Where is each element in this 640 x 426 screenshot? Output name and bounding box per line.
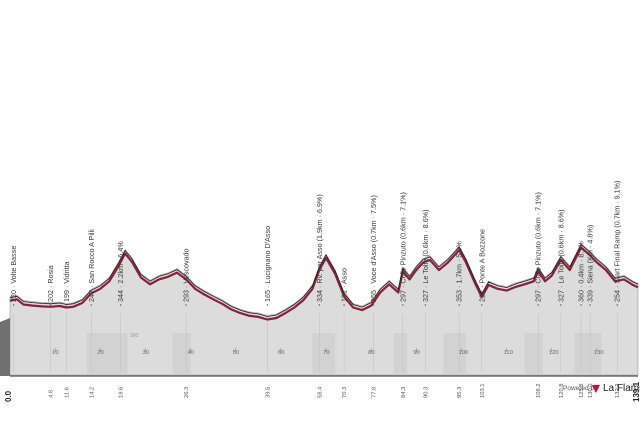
waypoint-label-13: 227 · Ponte A Bozzone — [477, 229, 486, 302]
waypoint-distance-15: 120.8 — [559, 383, 565, 398]
climb-shade-5 — [524, 333, 543, 375]
waypoint-label-15: 327 · Le Tolfe (0.6km · 8.6%) — [556, 209, 565, 302]
waypoint-distance-5: 26.3 — [184, 387, 190, 398]
waypoint-label-7: 334 · Rv. per Asso (1.9km · 6.9%) — [315, 194, 324, 302]
x-tick-label-3: 40 — [188, 350, 194, 356]
waypoint-tick-18 — [616, 304, 618, 306]
waypoint-tick-10 — [402, 304, 404, 306]
x-axis: 10 20 30 40 50 60 70 80 90 100 110 120 130 — [10, 348, 638, 377]
waypoint-tick-9 — [372, 304, 375, 306]
waypoint-tick-0 — [12, 304, 15, 306]
waypoint-distance-14: 108.2 — [536, 383, 542, 398]
inner-altitude-label: 300 — [130, 333, 139, 339]
climb-shade-2 — [312, 333, 336, 375]
waypoint-tick-15 — [560, 304, 562, 306]
waypoint-label-12: 353 · 1.7km · 5.9% — [455, 241, 464, 302]
waypoint-tick-2 — [65, 304, 68, 306]
waypoint-label-14: 297 · Colle Pinzuto (0.6km · 7.1%) — [534, 192, 543, 302]
waypoint-tick-16 — [580, 304, 582, 306]
x-tick-label-6: 70 — [323, 350, 329, 356]
end-km-label: 139.1 — [632, 381, 640, 402]
waypoint-labels: 220 · Volte Basse 202 · Rosia 4.8 199 · Vid… — [9, 181, 622, 398]
waypoint-label-4: 344 · 2.2km · 6.4% — [116, 241, 125, 302]
la-flamme-logo-icon — [592, 385, 600, 393]
waypoint-tick-6 — [266, 304, 269, 306]
waypoint-tick-17 — [589, 304, 591, 306]
waypoint-label-11: 327 · Le Tolfe (0.6km · 8.6%) — [421, 209, 430, 302]
waypoint-distance-17: 130.0 — [588, 383, 594, 398]
waypoint-distance-10: 84.3 — [401, 387, 407, 398]
x-tick-label-4: 50 — [233, 350, 239, 356]
climb-shade-0 — [86, 333, 128, 375]
waypoint-label-6: 165 · Lucignano D'Asso — [263, 226, 272, 302]
x-tick-label-0: 10 — [52, 350, 58, 356]
route-line — [9, 246, 639, 321]
x-tick-label-8: 90 — [413, 350, 419, 356]
climb-shade-4 — [443, 333, 466, 375]
waypoint-tick-11 — [424, 304, 427, 306]
waypoint-distance-18: 132.2 — [615, 383, 621, 398]
waypoint-distance-1: 4.8 — [49, 390, 55, 398]
waypoint-tick-5 — [185, 304, 187, 306]
waypoint-label-17: 339 · Siena (Km · 4.8%) — [586, 225, 595, 302]
start-cliff — [0, 318, 10, 376]
waypoint-tick-3 — [90, 304, 92, 306]
x-tick-label-9: 100 — [458, 350, 468, 356]
route-upper-edge — [9, 243, 639, 317]
waypoint-tick-8 — [343, 304, 345, 306]
waypoint-tick-12 — [458, 304, 460, 306]
waypoint-label-8: 191 · Asso — [340, 268, 349, 302]
x-tick-label-1: 20 — [97, 350, 103, 356]
x-tick-label-7: 80 — [368, 350, 374, 356]
x-tick-label-10: 110 — [504, 350, 513, 356]
waypoint-distance-13: 103.1 — [480, 383, 486, 398]
waypoint-tick-14 — [537, 304, 539, 306]
waypoint-drop-lines — [13, 313, 618, 372]
waypoint-label-1: 202 · Rosia — [46, 265, 55, 302]
waypoint-distance-12: 95.3 — [457, 387, 463, 398]
x-tick-label-12: 130 — [594, 350, 604, 356]
x-tick-label-11: 120 — [549, 350, 559, 356]
waypoint-label-3: 247 · San Rocco A Pilli — [87, 229, 96, 302]
waypoint-distance-6: 39.5 — [265, 387, 271, 398]
waypoint-label-2: 199 · Vidritta — [62, 261, 71, 302]
waypoint-distance-7: 58.4 — [317, 386, 323, 398]
waypoint-label-9: 255 · Voce d'Asso (0.7km · 7.5%) — [369, 195, 378, 302]
waypoint-label-18: 254 · Start Final Ramp (0.7km · 9.1%) — [613, 181, 622, 302]
waypoint-distance-3: 14.2 — [89, 387, 95, 398]
start-km-label: 0.0 — [4, 390, 13, 402]
waypoint-distance-4: 19.6 — [119, 387, 125, 398]
waypoint-label-0: 220 · Volte Basse — [9, 246, 18, 302]
waypoint-distance-8: 70.3 — [342, 387, 348, 398]
waypoint-tick-1 — [49, 304, 52, 306]
climb-shade-6 — [574, 333, 602, 375]
waypoint-label-10: 297 · Colle Pinzuto (0.6km · 7.1%) — [398, 192, 407, 302]
waypoint-distance-16: 125.8 — [579, 383, 585, 398]
x-tick-label-5: 60 — [278, 350, 284, 356]
route-layer — [9, 243, 639, 321]
waypoint-distance-2: 11.6 — [64, 387, 70, 398]
powered-by-logo: Powered by La Flamme — [563, 383, 640, 394]
climb-shade-3 — [393, 333, 408, 375]
waypoint-label-5: 293 · Vescovado — [182, 248, 191, 302]
waypoint-distance-11: 90.3 — [423, 387, 429, 398]
x-tick-label-2: 30 — [142, 350, 148, 356]
waypoint-distance-9: 77.8 — [371, 387, 377, 398]
waypoint-tick-13 — [481, 304, 483, 306]
waypoint-label-16: 360 · 0.4km · 8.1% — [577, 241, 586, 302]
waypoint-tick-4 — [119, 304, 122, 306]
waypoint-tick-7 — [318, 304, 320, 306]
